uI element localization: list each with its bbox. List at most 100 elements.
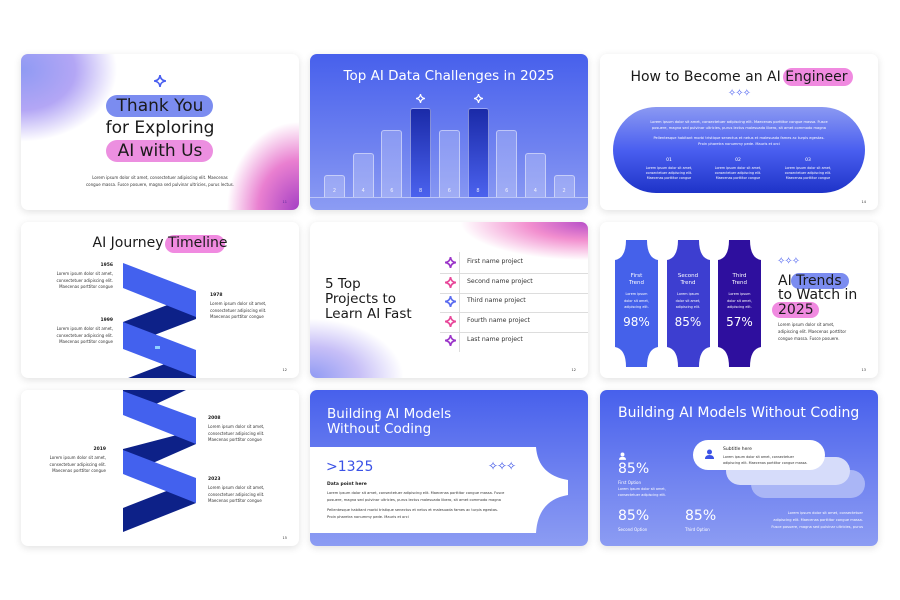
trend-name: Second xyxy=(677,273,699,279)
timeline-year: 1978 xyxy=(210,293,223,298)
title-highlight: Engineer xyxy=(785,69,848,85)
title-line: Without Coding xyxy=(327,421,432,437)
step-number: 02 xyxy=(735,158,741,163)
timeline-text: Lorem ipsum dolor sit amet, xyxy=(210,301,267,306)
user-icon xyxy=(705,449,714,459)
title-text: AI Journey xyxy=(92,235,164,251)
stat-text: Lorem ipsum dolor sit amet, xyxy=(618,487,666,491)
project-label: Fourth name project xyxy=(467,316,530,324)
title-highlight-pill xyxy=(791,273,849,289)
step-text: Lorem ipsum dolor sit amet, xyxy=(645,166,693,170)
timeline-text: consectetuer adipiscing elit. xyxy=(210,307,267,313)
title-line: Projects to xyxy=(325,291,397,307)
list-item[interactable]: Fourth name project xyxy=(440,313,588,333)
body-text: Lorem ipsum dolor sit amet, consectetuer xyxy=(787,511,863,515)
trend-card: First Trend Lorem ipsum dolor sit amet, adip… xyxy=(615,240,658,367)
bar xyxy=(381,130,403,197)
timeline-year: 2019 xyxy=(93,447,106,452)
card-text: Lorem ipsum dolor sit amet, consectetuer xyxy=(723,455,795,459)
slide-title: AI Journey Timeline xyxy=(21,235,299,251)
trend-card: Second Trend Lorem ipsum dolor sit amet, adi… xyxy=(666,240,710,367)
step-text: Maecenas porttitor congue xyxy=(715,176,761,180)
title-line: for Exploring xyxy=(105,118,215,138)
sparkle-icon xyxy=(445,315,456,327)
page-number: 15 xyxy=(282,536,287,540)
step-text: consectetuer adipiscing elit. xyxy=(714,171,762,175)
stat-value: >1325 xyxy=(326,459,374,475)
zigzag-ribbon xyxy=(123,390,196,532)
bar xyxy=(438,130,460,197)
timeline-year: 2008 xyxy=(208,416,221,421)
slide-thank-you[interactable]: Thank You for Exploring AI with Us Lorem… xyxy=(21,54,299,210)
bar xyxy=(524,152,546,197)
title-text: AI xyxy=(778,273,792,289)
slide-trends[interactable]: First Trend Lorem ipsum dolor sit amet, adip… xyxy=(600,222,878,378)
page-number: 12 xyxy=(282,368,287,372)
ticket-shape xyxy=(718,240,761,367)
slide-timeline-continued[interactable]: 2008 Lorem ipsum dolor sit amet, consectet… xyxy=(21,390,299,546)
slide-no-code-1[interactable]: Building AI Models Without Coding >1325 … xyxy=(310,390,588,546)
body-text: Lorem ipsum dolor sit amet, consectetuer… xyxy=(650,120,828,124)
body-text: Lorem ipsum dolor sit amet, consectetuer… xyxy=(327,491,505,495)
timeline-text: Maecenas porttitor congue xyxy=(208,498,262,503)
body-text: adipiscing elit. Maecenas porttitor xyxy=(778,329,847,334)
sparkle-icon xyxy=(416,94,426,103)
timeline-text: Maecenas porttitor congue xyxy=(210,314,264,319)
body-text: posuere, magna sed pulvinar ultricies, p… xyxy=(327,498,501,502)
project-label: Last name project xyxy=(467,336,523,344)
body-text: Pellentesque habitant morbi tristique se… xyxy=(653,136,825,140)
trend-text: dolor sit amet, xyxy=(727,298,752,303)
ticket-shape xyxy=(615,240,658,367)
timeline-year: 2023 xyxy=(208,477,221,482)
step-text: Maecenas porttitor congue xyxy=(785,176,831,180)
body-text: congue massa. Fusce posuere. xyxy=(778,336,840,341)
list-item[interactable]: First name project xyxy=(440,254,588,274)
slide-top-projects[interactable]: 5 Top Projects to Learn AI Fast First na… xyxy=(310,222,588,378)
content-panel xyxy=(310,447,568,533)
zigzag-ribbon xyxy=(123,263,196,378)
list-item[interactable]: Third name project xyxy=(440,293,588,314)
info-pill xyxy=(613,107,865,193)
timeline-text: consectetuer adipiscing elit. xyxy=(208,430,265,436)
timeline-text: Lorem ipsum dolor sit amet, xyxy=(49,455,106,460)
trend-text: Lorem ipsum xyxy=(625,292,648,296)
divider xyxy=(440,312,588,314)
timeline-text: consectetuer adipiscing elit. xyxy=(56,277,113,283)
trend-text: dolor sit amet, xyxy=(675,298,701,303)
slide-become-engineer[interactable]: How to Become an AI Engineer ✧✧✧ Lorem i… xyxy=(600,54,878,210)
bar-label: 4 xyxy=(361,188,365,194)
trend-name: First xyxy=(630,273,643,279)
sparkle-icon xyxy=(154,75,166,87)
timeline-year: 1956 xyxy=(100,263,113,268)
timeline-text: consectetuer adipiscing elit. xyxy=(208,491,265,497)
sparkle-icon xyxy=(445,257,456,268)
project-label: First name project xyxy=(467,258,523,265)
project-label: Second name project xyxy=(467,277,533,285)
list-item[interactable]: Last name project xyxy=(440,332,588,351)
timeline-text: Maecenas porttitor congue xyxy=(59,284,113,289)
bar-label: 2 xyxy=(332,188,337,194)
bar xyxy=(324,174,345,197)
timeline-text: Maecenas porttitor congue xyxy=(52,468,106,473)
step-number: 03 xyxy=(805,158,811,163)
stat-value: 85% xyxy=(685,508,717,524)
list-item[interactable]: Second name project xyxy=(440,274,588,294)
slide-no-code-2[interactable]: Building AI Models Without Coding Subtit… xyxy=(600,390,878,546)
body-text: Proin pharetra nonummy pede. Mauris et o… xyxy=(327,515,409,519)
slide-journey-timeline[interactable]: AI Journey Timeline 1956 Lorem ipsum dolo… xyxy=(21,222,299,378)
title-text: How to Become an AI xyxy=(630,69,781,85)
body-text: Proin pharetra nonummy pede. Mauris et o… xyxy=(698,142,780,146)
stat-label: Third Option xyxy=(685,527,710,532)
slide-data-challenges[interactable]: Top AI Data Challenges in 2025 2 4 6 8 6 8 6 4 2 xyxy=(310,54,588,210)
trend-text: adipiscing elit. xyxy=(675,305,701,309)
stat-label: Second Option xyxy=(618,527,648,532)
sparkle-icon xyxy=(445,296,456,308)
stat-value: 85% xyxy=(618,508,650,524)
diamonds-icon: ✧✧✧ xyxy=(488,459,516,473)
title-text: to Watch in xyxy=(778,287,858,303)
sparkle-icon xyxy=(445,276,456,288)
timeline-year: 1999 xyxy=(100,318,113,323)
stat-label: First Option xyxy=(618,480,642,485)
divider xyxy=(440,331,588,333)
bar xyxy=(553,174,575,197)
